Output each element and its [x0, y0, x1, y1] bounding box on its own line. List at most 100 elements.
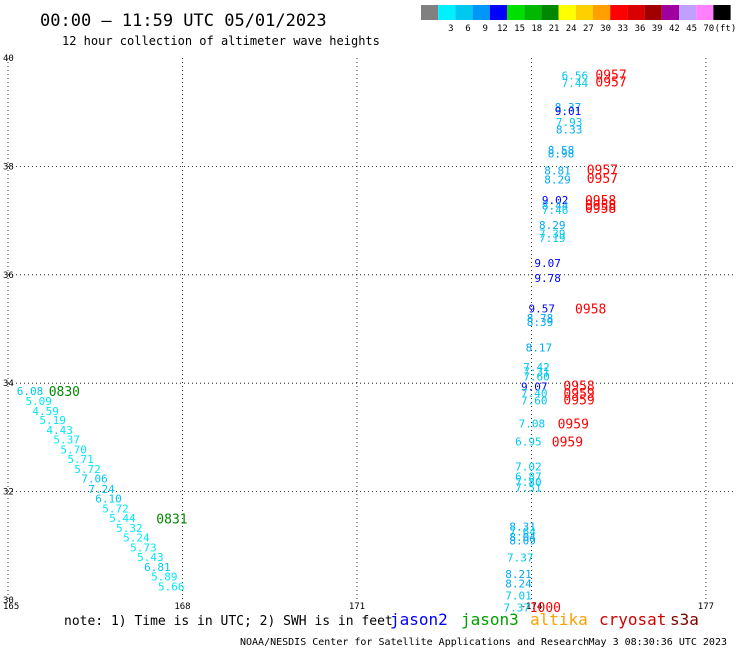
wave-height-label: 7.01 [505, 590, 532, 603]
color-scale-label: 3 [448, 24, 453, 34]
wave-height-label: 7.37 [504, 602, 531, 615]
wave-height-label: 6.95 [515, 436, 542, 449]
wave-height-label: 7.80 [515, 476, 542, 489]
color-scale-swatch [679, 5, 697, 20]
color-scale-swatch [575, 5, 593, 20]
color-scale-swatch [661, 5, 679, 20]
pass-time-labels: 0830083109570957095709570958095809580958… [49, 68, 627, 616]
wave-height-label: 8.81 [544, 165, 571, 178]
satellite-legend-jason2: jason2 [390, 610, 448, 629]
pass-time-label: 0958 [585, 199, 616, 214]
color-scale-label: 39 [652, 24, 663, 34]
color-scale-swatch [644, 5, 662, 20]
wave-height-label: 5.24 [123, 532, 150, 545]
color-scale-label: 30 [600, 24, 611, 34]
wave-height-label: 7.19 [539, 232, 566, 245]
color-scale-label: 18 [531, 24, 542, 34]
wave-height-label: 5.32 [116, 522, 143, 535]
pass-time-label: 0959 [563, 393, 594, 408]
pass-time-label: 0830 [49, 385, 80, 400]
color-scale-swatch [421, 5, 439, 20]
wave-height-label: 5.44 [109, 512, 136, 525]
wave-height-label: 5.37 [53, 434, 80, 447]
wave-height-label: 9.02 [542, 194, 569, 207]
wave-height-label: 5.89 [151, 571, 178, 584]
wave-height-label: 7.08 [519, 417, 546, 430]
wave-height-label: 6.81 [144, 561, 171, 574]
wave-height-label: 8.31 [509, 520, 536, 533]
color-scale-legend: 3 6 9 12 15 18 21 24 27 30 33 36 39 42 45 70 (ft) [421, 5, 736, 34]
y-tick-label: 30 [3, 596, 14, 606]
wave-height-label: 7.64 [509, 526, 536, 539]
credit-timestamp: May 3 08:30:36 UTC 2023 [589, 637, 727, 648]
color-scale-label: 36 [635, 24, 646, 34]
wave-height-label: 6.10 [95, 493, 122, 506]
wave-height-label: 4.43 [46, 424, 73, 437]
wave-height-label: 8.44 [542, 199, 569, 212]
satellite-legend-cryosat: cryosat [599, 610, 666, 629]
color-scale-label: 42 [669, 24, 680, 34]
pass-time-label: 0831 [156, 513, 187, 528]
pass-time-label: 0958 [585, 202, 616, 217]
color-scale-unit: (ft) [715, 24, 737, 34]
color-scale-swatch [438, 5, 456, 20]
note-text: note: 1) Time is in UTC; 2) SWH is in fe… [64, 614, 393, 629]
wave-height-label: 7.40 [521, 387, 548, 400]
color-scale-swatch [524, 5, 542, 20]
satellite-legend-s3a: s3a [670, 610, 699, 629]
wave-height-label: 7.37 [507, 552, 534, 565]
wave-height-label: 7.93 [556, 116, 583, 129]
pass-time-label: 0958 [585, 194, 616, 209]
pass-time-label: 0958 [563, 379, 594, 394]
pass-time-label: 0957 [587, 164, 618, 179]
wave-height-label: 8.58 [548, 144, 575, 157]
color-scale-label: 70 [703, 24, 714, 34]
wave-height-label: 8.24 [505, 578, 532, 591]
color-scale-swatch [472, 5, 490, 20]
color-scale-swatch [593, 5, 611, 20]
color-scale-swatch [627, 5, 645, 20]
wave-height-label: 9.78 [534, 272, 561, 285]
color-scale-label: 21 [549, 24, 560, 34]
color-scale-swatch [541, 5, 559, 20]
wave-height-label: 7.46 [542, 204, 569, 217]
wave-height-label: 4.59 [32, 405, 59, 418]
chart-title: 00:00 – 11:59 UTC 05/01/2023 [40, 11, 327, 31]
pass-time-label: 0958 [575, 302, 606, 317]
x-tick-label: -174 [521, 602, 543, 612]
credit-organization: NOAA/NESDIS Center for Satellite Applica… [240, 637, 589, 648]
color-scale-label: 45 [686, 24, 697, 34]
x-tick-label: 165 [3, 602, 19, 612]
wave-height-label: 9.07 [521, 380, 548, 393]
wave-height-label: 8.21 [505, 568, 532, 581]
y-tick-label: 36 [3, 271, 14, 281]
color-scale-label: 33 [617, 24, 628, 34]
wave-height-label: 5.66 [158, 580, 185, 593]
pass-time-label: 1000 [530, 601, 561, 616]
satellite-legend: jason2 jason3 altika cryosat s3a [390, 610, 699, 629]
y-tick-label: 38 [3, 162, 14, 172]
wave-height-label: 6.56 [562, 69, 589, 82]
satellite-legend-altika: altika [530, 610, 588, 629]
color-scale-swatch [558, 5, 576, 20]
color-scale-swatch [696, 5, 714, 20]
wave-height-label: 5.73 [130, 541, 157, 554]
wave-height-label: 6.87 [515, 470, 542, 483]
wave-height-label: 5.71 [67, 453, 94, 466]
y-tick-label: 32 [3, 488, 14, 498]
wave-height-label: 7.06 [81, 473, 108, 486]
wave-height-label: 8.29 [544, 173, 571, 186]
wave-height-label: 9.57 [529, 302, 556, 315]
color-scale-label: 15 [514, 24, 525, 34]
wave-height-label: 7.60 [521, 395, 548, 408]
color-scale-swatch [489, 5, 507, 20]
wave-height-label: 8.78 [527, 312, 554, 325]
x-tick-label: 177 [698, 602, 714, 612]
wave-height-label: 5.72 [102, 502, 129, 515]
pass-time-label: 0959 [558, 417, 589, 432]
pass-time-label: 0959 [552, 436, 583, 451]
color-scale-swatch [610, 5, 628, 20]
wave-height-label: 7.39 [539, 228, 566, 241]
